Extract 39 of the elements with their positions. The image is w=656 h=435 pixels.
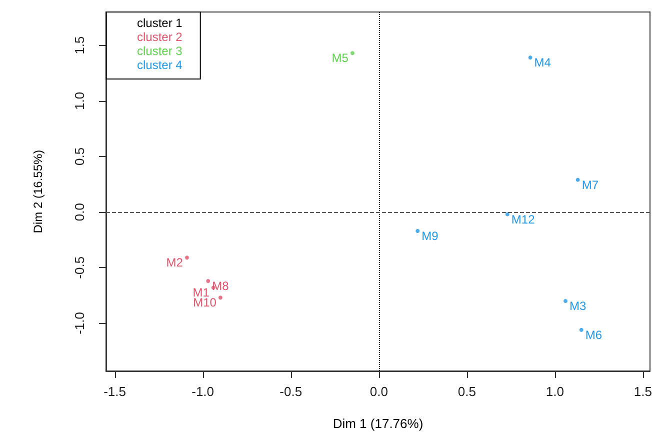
y-tick-label: 0.0 (72, 203, 87, 222)
x-tick-label: 0.5 (458, 384, 476, 399)
text: cluster 2 (137, 30, 183, 44)
x-tick-label: 1.0 (546, 384, 564, 399)
x-tick-label: 1.5 (634, 384, 652, 399)
annotation: M9 (422, 228, 439, 243)
y-tick-label: 1.0 (72, 92, 87, 110)
point (564, 298, 568, 303)
y-tick-label: 1.5 (72, 36, 87, 54)
point (576, 178, 580, 182)
point (350, 51, 354, 56)
y-tick-label: 0.5 (72, 147, 87, 166)
x-tick-label: 0.0 (370, 384, 388, 399)
point (505, 212, 510, 216)
annotation: M3 (569, 298, 586, 313)
y-tick-label: -0.5 (72, 256, 87, 279)
point (579, 328, 584, 332)
text: cluster 4 (137, 58, 183, 72)
annotation: M12 (511, 212, 536, 226)
y-axis-title: Dim 2 (16.55%) (31, 150, 45, 234)
x-tick-label: -1.5 (104, 384, 126, 399)
annotation: M5 (332, 51, 349, 66)
y-tick-label: -1.0 (72, 312, 87, 334)
point (528, 56, 532, 60)
annotation: M2 (166, 256, 184, 270)
point (218, 296, 222, 300)
point (184, 256, 189, 260)
point (206, 278, 210, 283)
x-tick-label: -1.0 (192, 384, 214, 399)
x-axis-title: Dim 1 (17.76%) (332, 416, 424, 431)
text: cluster 3 (137, 44, 183, 58)
legend-label: cluster 1 (137, 16, 183, 30)
annotation: M7 (582, 178, 599, 192)
annotation: M10 (193, 296, 217, 310)
annotation: M6 (585, 328, 602, 342)
annotation: M8 (212, 278, 230, 293)
annotation: M4 (534, 56, 552, 70)
point (416, 228, 420, 233)
x-tick-label: -0.5 (280, 384, 302, 399)
